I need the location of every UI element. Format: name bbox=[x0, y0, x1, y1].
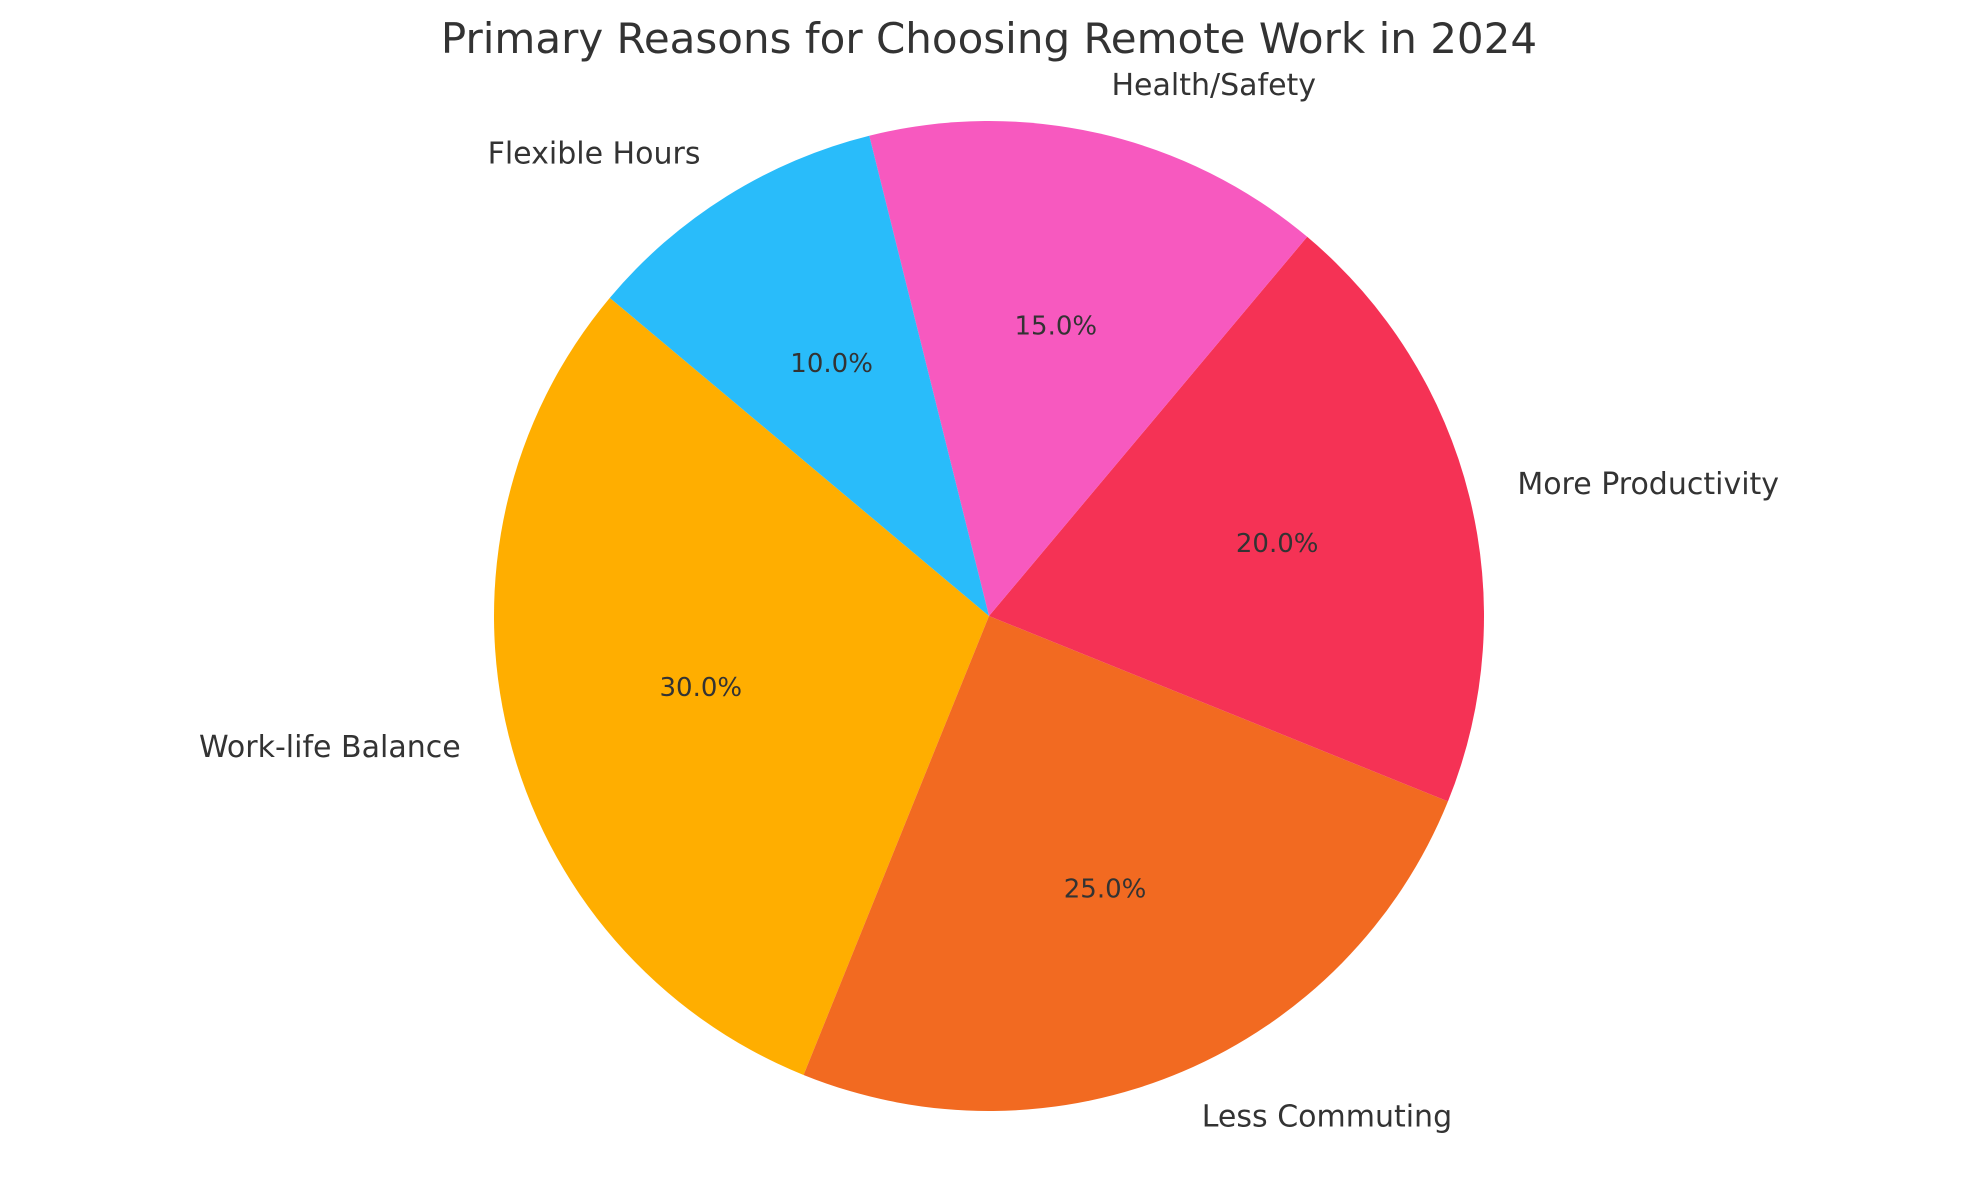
pie-slices bbox=[493, 121, 1484, 1112]
category-label-less-commuting: Less Commuting bbox=[1202, 1100, 1452, 1135]
pie-slice-flexible-hours bbox=[609, 135, 989, 616]
category-label-more-productivity: More Productivity bbox=[1517, 467, 1779, 502]
chart-title: Primary Reasons for Choosing Remote Work… bbox=[441, 14, 1537, 63]
percent-label-more-productivity: 20.0% bbox=[1236, 529, 1319, 559]
percent-label-work-life-balance: 30.0% bbox=[660, 673, 743, 703]
pie-slice-less-commuting bbox=[803, 616, 1448, 1112]
pie-slice-more-productivity bbox=[989, 236, 1484, 802]
category-labels: Work-life Balance Less Commuting More Prod… bbox=[199, 68, 1779, 1135]
pie-slice-health-safety bbox=[869, 121, 1308, 616]
pie-slice-work-life-balance bbox=[493, 297, 989, 1075]
category-label-flexible-hours: Flexible Hours bbox=[488, 137, 701, 172]
percent-labels: 30.0% 25.0% 20.0% 15.0% 10.0% bbox=[660, 312, 1319, 905]
percent-label-less-commuting: 25.0% bbox=[1064, 874, 1147, 904]
category-label-health-safety: Health/Safety bbox=[1111, 68, 1316, 103]
category-label-work-life-balance: Work-life Balance bbox=[199, 730, 461, 765]
percent-label-health-safety: 15.0% bbox=[1015, 312, 1098, 342]
percent-label-flexible-hours: 10.0% bbox=[790, 349, 873, 379]
